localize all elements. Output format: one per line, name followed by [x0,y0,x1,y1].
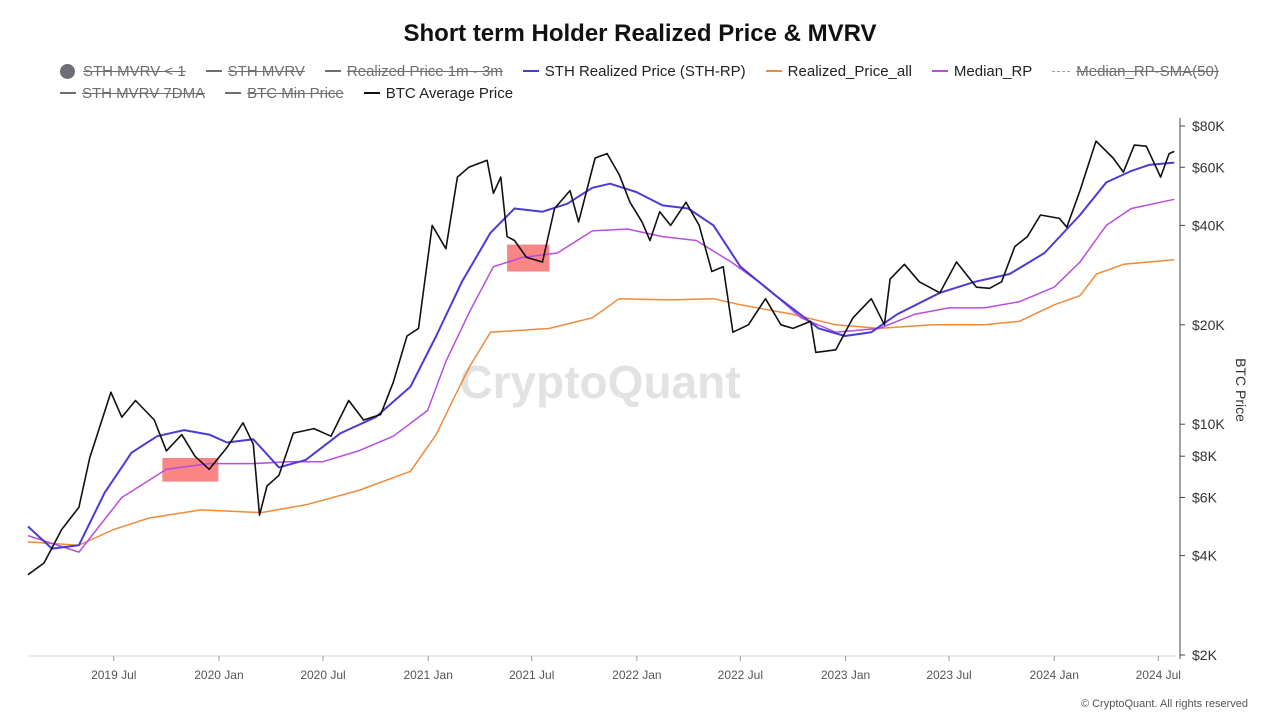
legend-item-btc-average-price[interactable]: BTC Average Price [363,84,514,102]
legend-line-icon [522,70,539,72]
copyright-footer: © CryptoQuant. All rights reserved [1080,698,1248,710]
legend-label: Realized_Price_all [787,62,912,80]
series-line-median-rp [27,198,1175,553]
y-tick-label: $40K [1192,217,1225,233]
legend-item-sth-mvrv[interactable]: STH MVRV [205,62,305,80]
legend-row-1: STH MVRV < 1 STH MVRV Realized Price 1m - … [60,60,1240,82]
y-tick-label: $6K [1192,489,1218,505]
x-tick-label: 2021 Jul [509,668,554,682]
legend-line-icon [205,70,222,72]
series-line-sth-realized-price-sth-rp [27,161,1175,550]
y-axis-label: BTC Price [1233,358,1249,422]
x-tick-label: 2022 Jan [612,668,661,682]
legend-label: STH Realized Price (STH-RP) [544,62,746,80]
legend-line-icon [363,92,380,94]
legend-line-icon [765,70,782,72]
series-line-btc-average-price [27,140,1175,576]
y-tick-label: $10K [1192,416,1225,432]
x-tick-label: 2020 Jan [194,668,243,682]
x-tick-label: 2024 Jan [1030,668,1079,682]
legend-label: Median_RP [953,62,1033,80]
legend-dashed-line-icon [1052,70,1071,72]
legend-label: STH MVRV 7DMA [82,84,206,102]
x-tick-label: 2020 Jul [300,668,345,682]
legend-label: STH MVRV < 1 [83,62,186,80]
legend-line-icon [324,70,341,72]
legend-line-icon [60,92,76,94]
series-line-realized-price-all [27,258,1175,546]
y-tick-label: $8K [1192,448,1218,464]
legend-item-sth-realized-price-sth-rp[interactable]: STH Realized Price (STH-RP) [522,62,746,80]
legend-line-icon [931,70,948,72]
y-tick-label: $60K [1192,159,1225,175]
chart-title: Short term Holder Realized Price & MVRV [403,20,877,47]
y-tick-label: $4K [1192,548,1218,564]
x-tick-label: 2023 Jan [821,668,870,682]
legend-item-sth-mvrv-7dma[interactable]: STH MVRV 7DMA [60,85,205,102]
legend-item-realized-price-all[interactable]: Realized_Price_all [765,62,912,80]
legend-item-realized-price-1m-3m[interactable]: Realized Price 1m - 3m [324,62,503,80]
legend-line-icon [225,92,242,94]
x-tick-label: 2019 Jul [91,668,136,682]
legend-label: STH MVRV [227,62,305,80]
x-tick-label: 2021 Jan [404,668,453,682]
legend-item-sth-mvrv-1[interactable]: STH MVRV < 1 [60,63,186,80]
x-tick-label: 2023 Jul [926,668,971,682]
legend: STH MVRV < 1 STH MVRV Realized Price 1m - … [60,60,1240,104]
legend-dot-icon [60,63,75,79]
x-tick-label: 2022 Jul [718,668,763,682]
legend-item-btc-min-price[interactable]: BTC Min Price [225,85,344,102]
legend-item-median-rp-sma-50[interactable]: Median_RP-SMA(50) [1052,63,1219,80]
legend-item-median-rp[interactable]: Median_RP [931,62,1033,80]
watermark: CryptoQuant [459,356,740,408]
legend-label: Realized Price 1m - 3m [346,62,503,80]
y-tick-label: $2K [1192,647,1218,663]
sth-mvrv-below-1-highlight-1 [162,458,219,482]
legend-row-2: STH MVRV 7DMA BTC Min Price BTC Average Pr… [60,82,1240,104]
legend-label: BTC Average Price [385,84,514,102]
x-tick-label: 2024 Jul [1136,668,1181,682]
y-tick-label: $20K [1192,317,1225,333]
legend-label: BTC Min Price [247,84,344,102]
y-tick-label: $80K [1192,118,1225,134]
legend-label: Median_RP-SMA(50) [1076,62,1219,80]
